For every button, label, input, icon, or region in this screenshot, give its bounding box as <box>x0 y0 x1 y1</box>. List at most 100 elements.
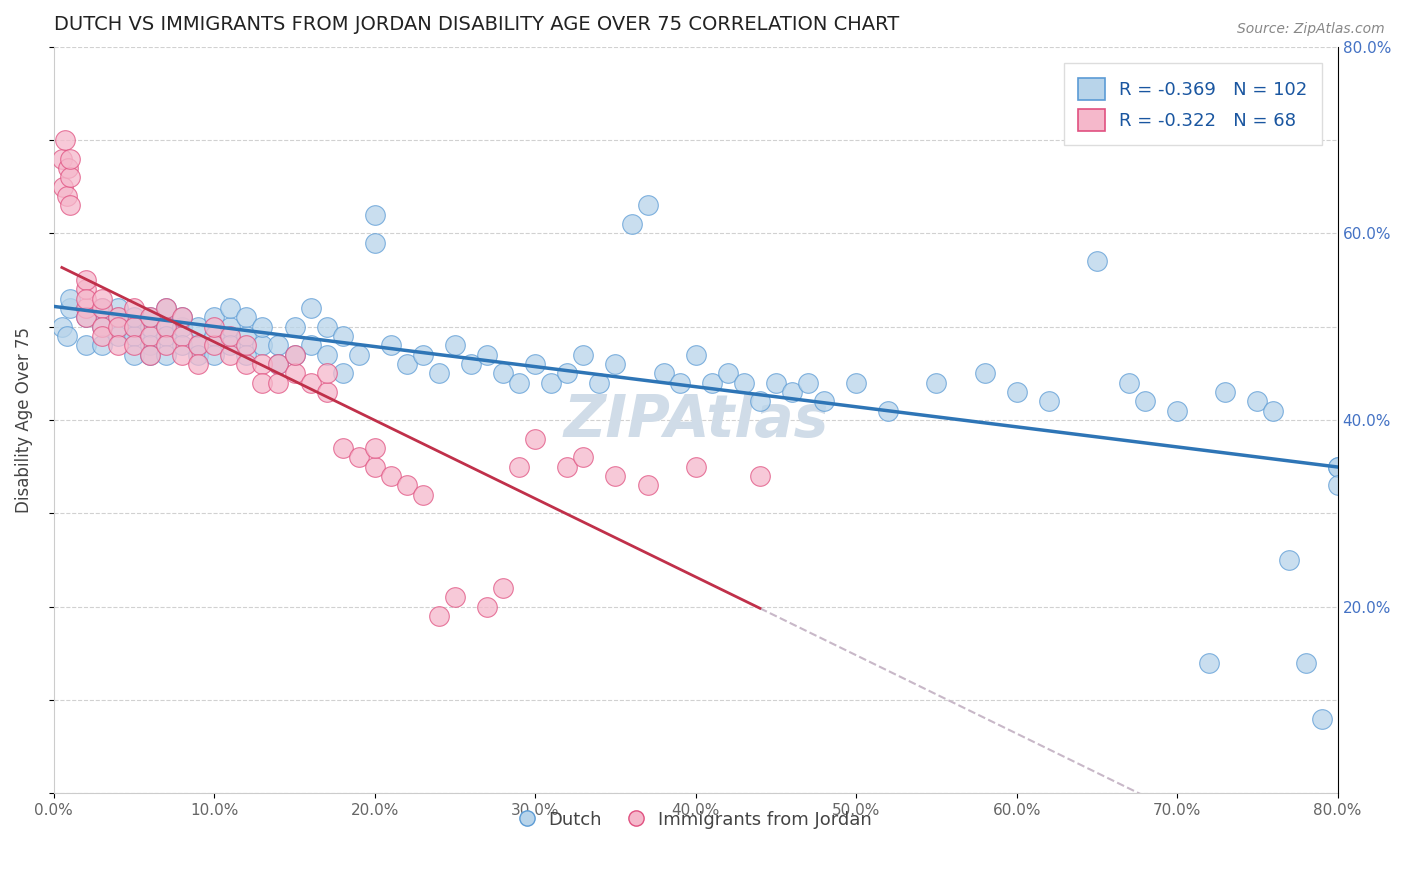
Point <box>1263 403 1285 417</box>
Point <box>51 152 73 166</box>
Point <box>187 338 209 352</box>
Point <box>59 170 82 185</box>
Point <box>75 301 97 315</box>
Point <box>332 329 354 343</box>
Point <box>235 357 257 371</box>
Point <box>155 319 177 334</box>
Point <box>107 310 129 325</box>
Point <box>219 348 242 362</box>
Point <box>122 319 145 334</box>
Point <box>1038 394 1060 409</box>
Point <box>187 348 209 362</box>
Point <box>1278 553 1301 567</box>
Point <box>588 376 610 390</box>
Point <box>91 301 114 315</box>
Point <box>780 384 803 399</box>
Text: ZIPAtlas: ZIPAtlas <box>562 392 828 449</box>
Point <box>91 301 114 315</box>
Point <box>267 376 290 390</box>
Point <box>139 348 162 362</box>
Point <box>219 301 242 315</box>
Point <box>299 338 322 352</box>
Point <box>605 357 627 371</box>
Point <box>299 376 322 390</box>
Point <box>252 319 274 334</box>
Point <box>219 329 242 343</box>
Point <box>172 338 194 352</box>
Point <box>475 348 498 362</box>
Point <box>475 599 498 614</box>
Point <box>748 394 770 409</box>
Point <box>202 319 225 334</box>
Point <box>685 348 707 362</box>
Point <box>685 459 707 474</box>
Point <box>219 338 242 352</box>
Point <box>267 357 290 371</box>
Point <box>700 376 723 390</box>
Point <box>122 338 145 352</box>
Point <box>172 319 194 334</box>
Point <box>315 319 337 334</box>
Point <box>427 609 450 624</box>
Point <box>1326 459 1348 474</box>
Point <box>412 348 434 362</box>
Y-axis label: Disability Age Over 75: Disability Age Over 75 <box>15 327 32 513</box>
Point <box>75 292 97 306</box>
Point <box>267 338 290 352</box>
Point <box>235 329 257 343</box>
Point <box>315 384 337 399</box>
Point <box>235 348 257 362</box>
Point <box>155 329 177 343</box>
Point <box>637 198 659 212</box>
Point <box>139 338 162 352</box>
Point <box>444 591 467 605</box>
Point <box>395 478 418 492</box>
Point <box>235 310 257 325</box>
Point <box>91 338 114 352</box>
Point <box>155 338 177 352</box>
Point <box>444 338 467 352</box>
Point <box>332 367 354 381</box>
Legend: Dutch, Immigrants from Jordan: Dutch, Immigrants from Jordan <box>512 803 879 837</box>
Point <box>75 282 97 296</box>
Point <box>202 338 225 352</box>
Point <box>460 357 482 371</box>
Point <box>252 376 274 390</box>
Point <box>283 319 305 334</box>
Point <box>1118 376 1140 390</box>
Point <box>75 338 97 352</box>
Point <box>59 198 82 212</box>
Point <box>1198 656 1220 670</box>
Point <box>877 403 900 417</box>
Point <box>122 329 145 343</box>
Point <box>925 376 948 390</box>
Point <box>122 319 145 334</box>
Point <box>219 319 242 334</box>
Point <box>75 310 97 325</box>
Point <box>1246 394 1268 409</box>
Point <box>380 338 402 352</box>
Point <box>332 441 354 455</box>
Point <box>139 329 162 343</box>
Point <box>668 376 690 390</box>
Point <box>315 348 337 362</box>
Point <box>52 179 75 194</box>
Point <box>91 319 114 334</box>
Point <box>572 348 595 362</box>
Point <box>91 292 114 306</box>
Point <box>364 208 387 222</box>
Point <box>55 189 77 203</box>
Point <box>75 273 97 287</box>
Point <box>637 478 659 492</box>
Point <box>59 301 82 315</box>
Point <box>652 367 675 381</box>
Point <box>283 367 305 381</box>
Point <box>1326 459 1348 474</box>
Point <box>172 348 194 362</box>
Point <box>1213 384 1236 399</box>
Point <box>107 329 129 343</box>
Point <box>572 450 595 465</box>
Point <box>91 329 114 343</box>
Point <box>733 376 755 390</box>
Text: DUTCH VS IMMIGRANTS FROM JORDAN DISABILITY AGE OVER 75 CORRELATION CHART: DUTCH VS IMMIGRANTS FROM JORDAN DISABILI… <box>53 15 898 34</box>
